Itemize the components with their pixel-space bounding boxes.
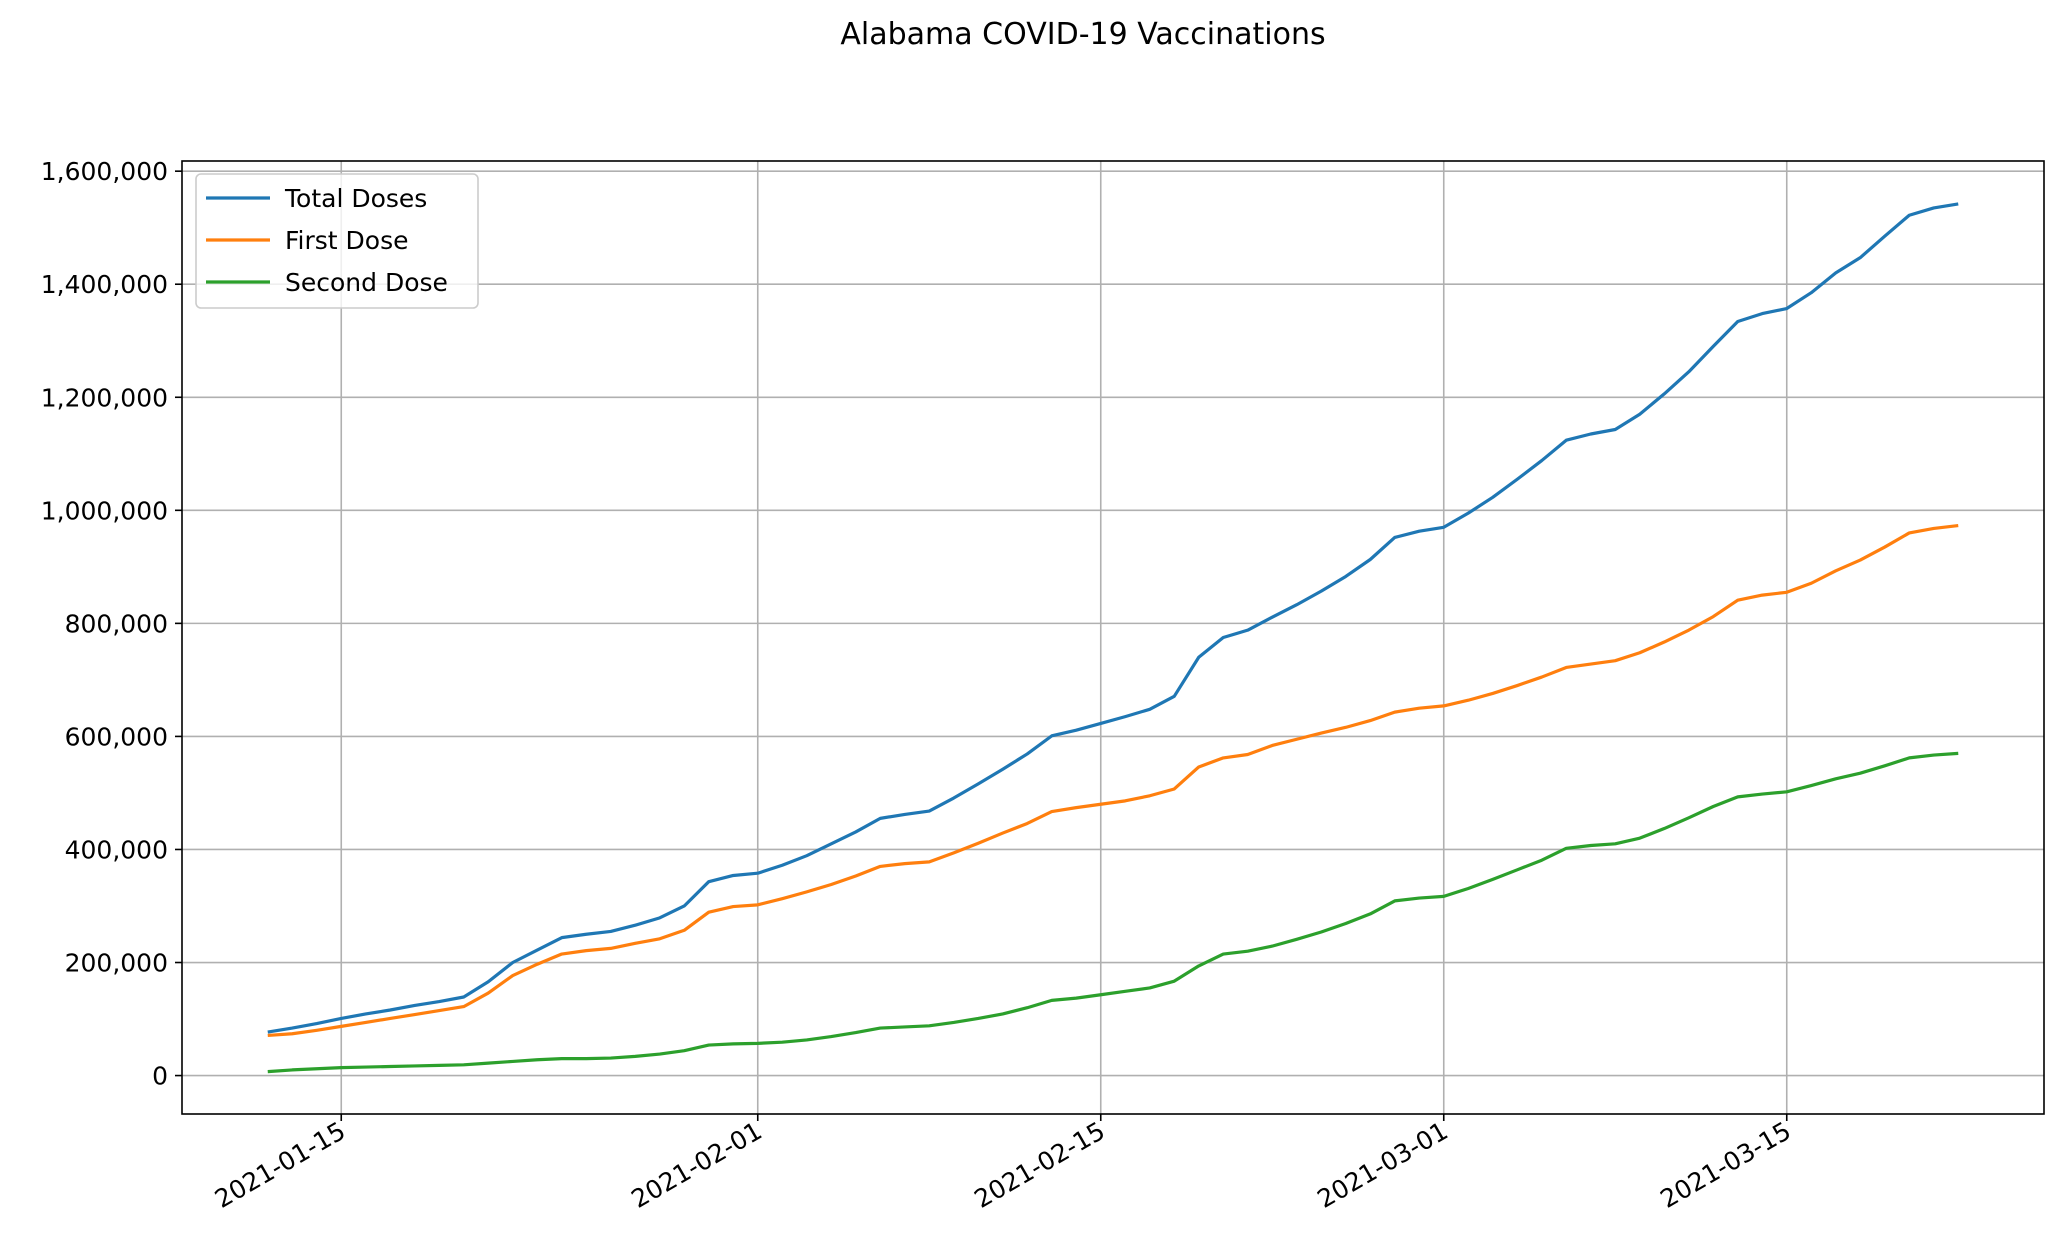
y-tick-label: 1,600,000 <box>41 157 168 186</box>
series-lines <box>267 202 1959 1074</box>
y-tick-label: 200,000 <box>65 949 168 978</box>
chart-title: Alabama COVID-19 Vaccinations <box>840 17 1325 52</box>
plot-frame <box>181 160 2045 1115</box>
series-line-first-dose <box>267 523 1959 1038</box>
y-tick-label: 1,000,000 <box>41 496 168 525</box>
legend-label-total-doses: Total Doses <box>284 184 427 213</box>
y-tick-label: 400,000 <box>65 835 168 864</box>
y-tick-label: 1,200,000 <box>41 383 168 412</box>
grid <box>182 161 2044 1114</box>
y-tick-label: 0 <box>152 1062 168 1091</box>
legend-box <box>195 173 479 309</box>
legend-label-second-dose: Second Dose <box>285 268 448 297</box>
series-line-total-doses <box>267 202 1959 1034</box>
y-tick-label: 800,000 <box>65 609 168 638</box>
y-tick-label: 600,000 <box>65 722 168 751</box>
legend-label-first-dose: First Dose <box>285 226 409 255</box>
y-tick-label: 1,400,000 <box>41 270 168 299</box>
series-line-second-dose <box>267 751 1959 1074</box>
legend: Total Doses First Dose Second Dose <box>195 173 479 309</box>
